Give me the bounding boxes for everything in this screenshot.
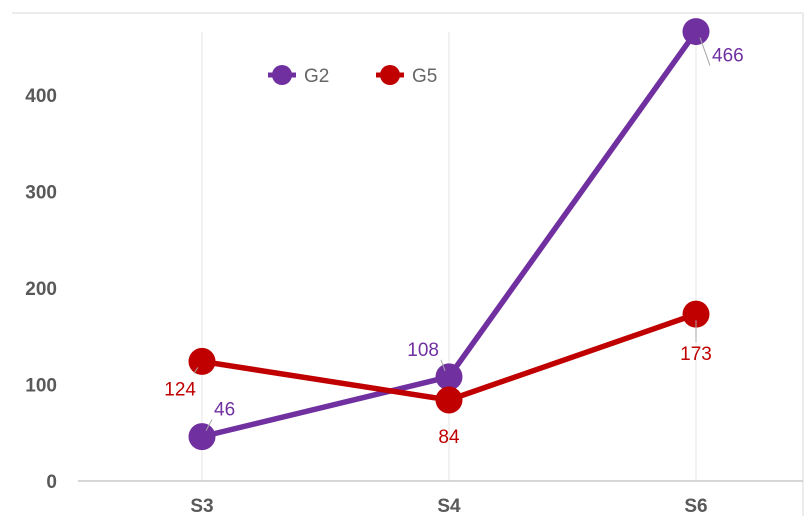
data-label-G2-S3: 46 — [214, 400, 235, 421]
label-layer: 46 108 466 124 84 173 — [164, 37, 744, 448]
x-tick-label: S6 — [684, 496, 707, 516]
legend-marker-G5 — [380, 65, 400, 85]
legend-label-G2: G2 — [304, 66, 329, 87]
leader-line — [193, 367, 199, 374]
plot-border — [12, 12, 804, 516]
point-G2-S6 — [682, 18, 710, 46]
y-tick-label: 200 — [25, 279, 57, 300]
point-G2-S3 — [188, 423, 216, 451]
leader-line — [699, 37, 711, 66]
data-label-G2-S4: 108 — [407, 340, 439, 361]
series-layer — [188, 18, 710, 451]
data-label-G5-S4: 84 — [438, 427, 460, 448]
axis-layer: 0 100 200 300 400 S3 S4 S6 — [25, 86, 803, 517]
y-tick-label: 100 — [25, 376, 57, 397]
legend-marker-G2 — [272, 65, 292, 85]
x-tick-label: S3 — [190, 496, 213, 516]
legend: G2 G5 — [268, 65, 437, 87]
point-G5-S4 — [435, 386, 463, 414]
data-label-G5-S3: 124 — [164, 379, 196, 400]
y-tick-label: 0 — [46, 472, 57, 493]
leader-line — [440, 359, 446, 372]
point-G5-S6 — [682, 300, 710, 328]
legend-label-G5: G5 — [412, 66, 437, 87]
grid-layer — [201, 32, 697, 481]
point-G2-S4 — [435, 363, 463, 391]
x-tick-label: S4 — [437, 496, 461, 516]
leader-line — [205, 419, 213, 431]
y-tick-label: 400 — [25, 86, 57, 107]
data-label-G5-S6: 173 — [680, 344, 712, 365]
y-tick-label: 300 — [25, 183, 57, 204]
data-label-G2-S6: 466 — [712, 46, 744, 67]
point-G5-S3 — [188, 347, 216, 375]
